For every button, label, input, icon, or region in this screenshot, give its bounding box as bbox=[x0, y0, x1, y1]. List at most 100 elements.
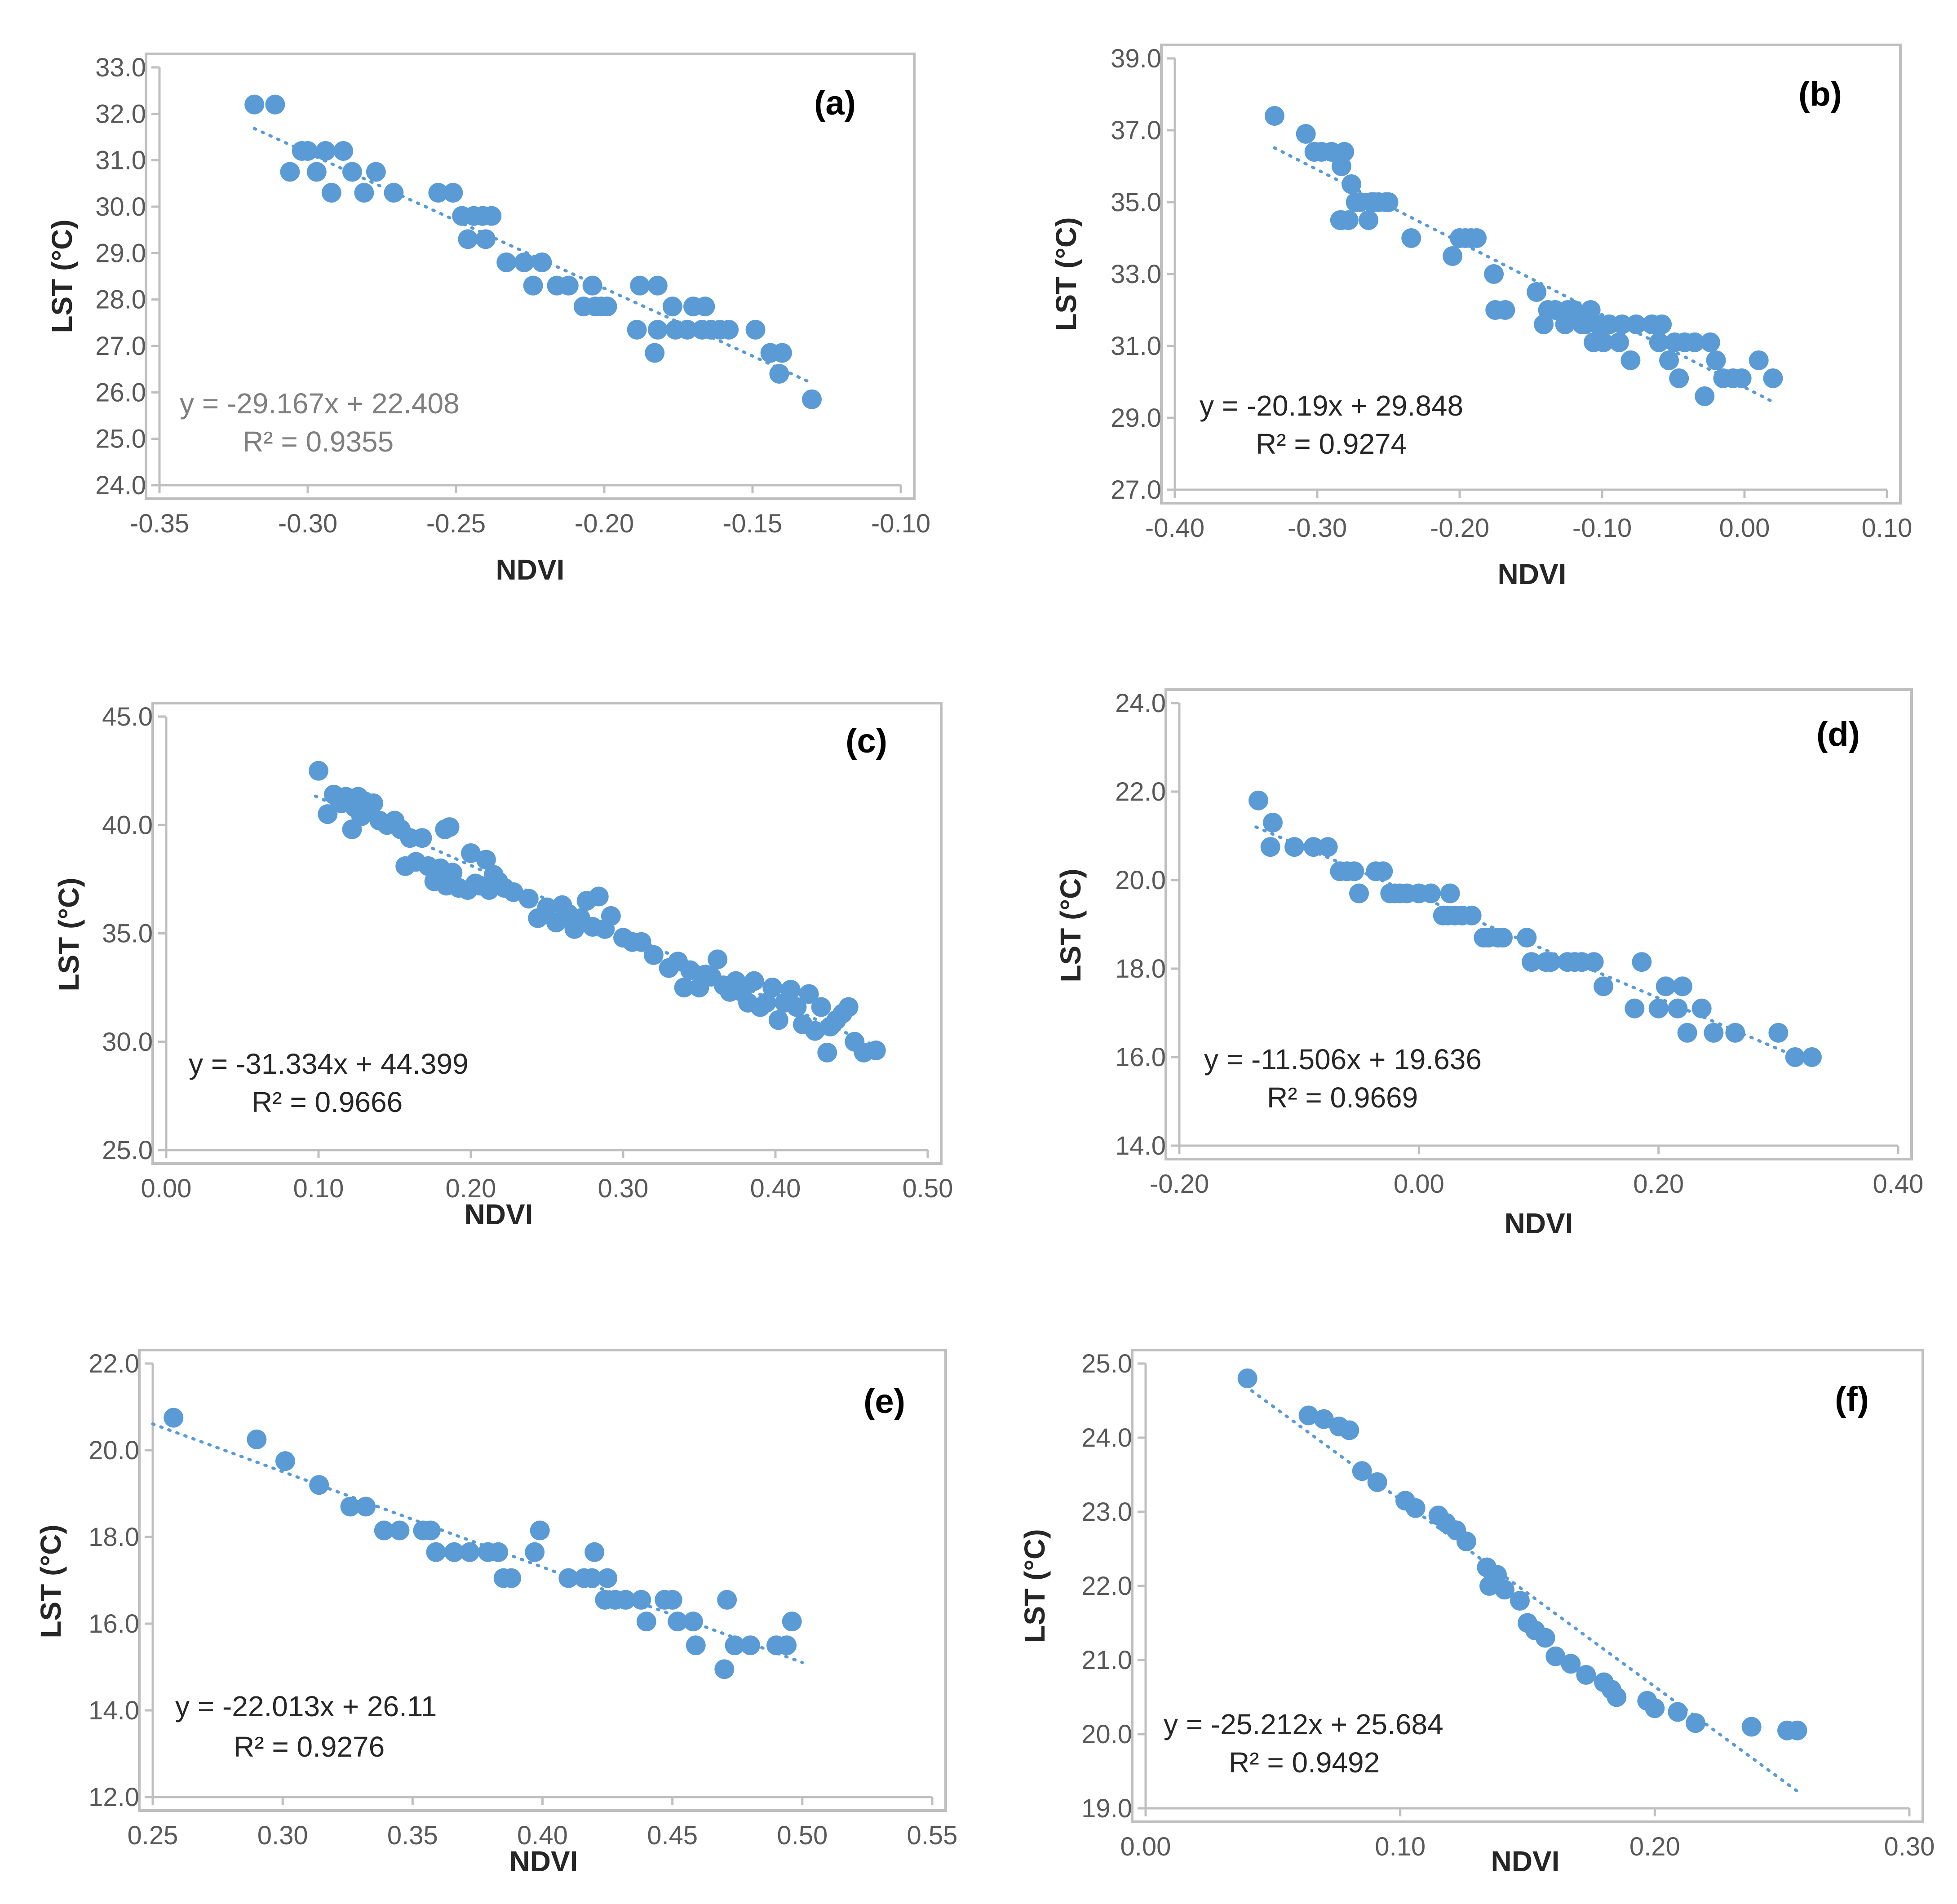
data-point bbox=[1563, 300, 1584, 320]
x-tick-label: -0.10 bbox=[871, 509, 930, 538]
data-point bbox=[589, 886, 609, 907]
x-tick-label: 0.00 bbox=[1394, 1169, 1444, 1199]
data-point bbox=[1318, 837, 1338, 857]
data-point bbox=[615, 1590, 636, 1610]
x-tick-label: 0.40 bbox=[1873, 1169, 1924, 1199]
x-tick-label: 0.45 bbox=[647, 1821, 698, 1850]
data-point bbox=[421, 1520, 441, 1541]
y-tick-label: 37.0 bbox=[1111, 116, 1161, 145]
x-tick-label: 0.10 bbox=[293, 1174, 344, 1203]
data-point bbox=[745, 319, 766, 340]
data-point bbox=[645, 343, 665, 363]
data-point bbox=[315, 141, 336, 161]
x-tick-label: 0.10 bbox=[1862, 514, 1913, 543]
x-axis-title: NDVI bbox=[496, 553, 565, 586]
data-point bbox=[1237, 1368, 1257, 1388]
data-point bbox=[1685, 332, 1705, 352]
x-tick-label: 0.30 bbox=[598, 1174, 649, 1203]
r-squared: R² = 0.9669 bbox=[1267, 1081, 1418, 1114]
data-point bbox=[1298, 1405, 1319, 1426]
x-tick-label: -0.30 bbox=[278, 509, 337, 538]
data-point bbox=[1401, 228, 1421, 248]
data-point bbox=[1314, 1409, 1334, 1429]
data-point bbox=[518, 889, 539, 909]
data-point bbox=[482, 206, 502, 226]
data-point bbox=[674, 978, 694, 998]
data-point bbox=[1495, 1580, 1514, 1600]
y-tick-label: 19.0 bbox=[1081, 1794, 1132, 1823]
data-point bbox=[631, 932, 651, 952]
data-point bbox=[1421, 883, 1441, 903]
data-point bbox=[780, 979, 801, 1000]
data-point bbox=[662, 1590, 682, 1610]
x-tick-label: 0.30 bbox=[1884, 1832, 1935, 1861]
data-point bbox=[503, 882, 523, 902]
data-point bbox=[306, 162, 327, 182]
data-point bbox=[488, 1542, 509, 1562]
y-tick-label: 22.0 bbox=[1115, 777, 1166, 806]
data-point bbox=[714, 1659, 735, 1679]
y-tick-label: 21.0 bbox=[1081, 1646, 1132, 1675]
data-point bbox=[1677, 1023, 1697, 1043]
regression-equation: y = -31.334x + 44.399 bbox=[189, 1048, 469, 1080]
data-point bbox=[537, 897, 557, 917]
x-tick-label: 0.20 bbox=[1633, 1169, 1684, 1199]
data-point bbox=[1284, 837, 1304, 857]
y-tick-label: 45.0 bbox=[102, 702, 153, 731]
y-tick-label: 29.0 bbox=[1111, 403, 1161, 433]
plot-frame bbox=[138, 1349, 947, 1812]
data-point bbox=[309, 1475, 329, 1495]
data-point bbox=[164, 1408, 184, 1428]
x-axis-title: NDVI bbox=[1505, 1207, 1573, 1240]
data-point bbox=[1510, 1591, 1530, 1611]
data-point bbox=[769, 364, 789, 384]
x-tick-label: -0.10 bbox=[1572, 514, 1632, 543]
y-axis-title: LST (°C) bbox=[1050, 217, 1082, 331]
data-point bbox=[1686, 1713, 1705, 1733]
data-point bbox=[597, 297, 617, 317]
regression-equation: y = -29.167x + 22.408 bbox=[180, 387, 460, 420]
data-point bbox=[1440, 883, 1460, 903]
x-axis-title: NDVI bbox=[509, 1845, 578, 1877]
y-tick-label: 31.0 bbox=[1111, 332, 1161, 361]
data-point bbox=[1802, 1047, 1822, 1067]
data-point bbox=[762, 978, 783, 998]
data-point bbox=[717, 1590, 737, 1610]
data-point bbox=[244, 94, 265, 115]
panel-label: (d) bbox=[1816, 715, 1860, 753]
data-point bbox=[523, 275, 543, 296]
data-point bbox=[340, 1497, 360, 1517]
chart-d: 14.0 16.0 18.0 20.0 22.0 24.0 -0.20 0.00 0.20 0.4… bbox=[1054, 688, 1924, 1240]
y-tick-label: 25.0 bbox=[95, 425, 146, 454]
data-point bbox=[1607, 1687, 1627, 1707]
data-point bbox=[866, 1041, 886, 1061]
data-point bbox=[1373, 861, 1393, 881]
data-point bbox=[1342, 174, 1362, 194]
data-point bbox=[1695, 386, 1715, 406]
panel-label: (c) bbox=[846, 722, 887, 760]
y-tick-label: 28.0 bbox=[95, 285, 146, 314]
data-point bbox=[1594, 332, 1614, 352]
data-point bbox=[802, 389, 822, 409]
y-tick-label: 14.0 bbox=[89, 1696, 139, 1725]
y-tick-label: 14.0 bbox=[1115, 1131, 1166, 1160]
data-point bbox=[740, 1635, 761, 1656]
data-point bbox=[1264, 106, 1284, 126]
data-point bbox=[1249, 790, 1268, 810]
data-point bbox=[428, 183, 448, 203]
y-axis-title: LST (°C) bbox=[1018, 1529, 1051, 1643]
regression-equation: y = -22.013x + 26.11 bbox=[175, 1690, 437, 1722]
data-point bbox=[1541, 952, 1561, 972]
data-point bbox=[643, 945, 664, 965]
data-point bbox=[662, 297, 682, 317]
y-tick-label: 24.0 bbox=[1081, 1423, 1132, 1452]
data-point bbox=[647, 275, 668, 296]
data-point bbox=[668, 1612, 688, 1632]
x-tick-label: 0.00 bbox=[1719, 514, 1770, 543]
data-point bbox=[1296, 124, 1316, 144]
y-tick-label: 26.0 bbox=[95, 378, 146, 407]
x-tick-label: -0.20 bbox=[1150, 1169, 1209, 1199]
data-point bbox=[787, 997, 807, 1017]
data-point bbox=[1535, 1628, 1555, 1648]
